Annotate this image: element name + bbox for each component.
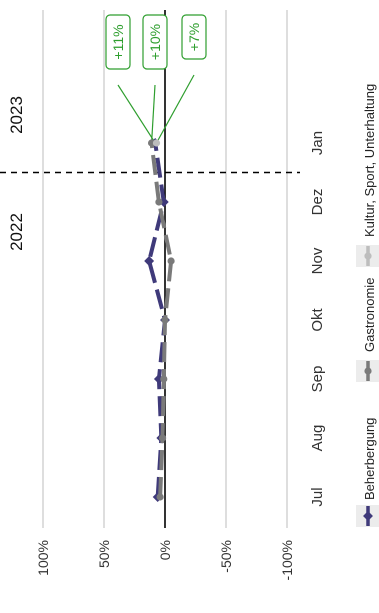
category-label: Dez <box>309 189 326 216</box>
category-label: Aug <box>309 425 326 452</box>
category-label: Okt <box>309 308 326 332</box>
annotations: +11% +10% +7% <box>105 14 207 70</box>
legend-key-marker <box>364 367 372 375</box>
data-point <box>156 493 164 501</box>
category-label: Jul <box>309 487 326 506</box>
grid-lines <box>42 10 288 528</box>
annotation-label: +10% <box>147 24 163 60</box>
legend-key-marker <box>364 252 372 260</box>
category-label: Nov <box>309 247 326 274</box>
data-point <box>160 375 168 383</box>
annotation-connector <box>155 74 195 144</box>
data-point <box>155 198 163 206</box>
annotation-label: +11% <box>110 24 126 59</box>
y-tick-label: 100% <box>35 540 51 576</box>
annotation-connector <box>117 84 156 144</box>
data-point <box>158 434 167 442</box>
legend-label: Gastronomie <box>362 278 377 352</box>
annotation-connector <box>150 84 156 144</box>
legend-label: Kultur, Sport, Unterhaltung <box>362 84 377 237</box>
legend-label: Beherbergung <box>362 418 377 500</box>
annotation-box <box>142 14 168 70</box>
y-tick-label: 0% <box>157 540 173 560</box>
series-group <box>144 138 175 502</box>
y-tick-label: 50% <box>96 540 112 568</box>
annotation-box <box>181 14 207 60</box>
year-label-2022: 2022 <box>7 213 26 251</box>
annotation-label: +7% <box>186 23 202 51</box>
data-point <box>152 139 161 147</box>
year-label-2023: 2023 <box>7 96 26 134</box>
year-labels: 2022 2023 <box>7 96 26 251</box>
category-label: Jan <box>309 131 326 155</box>
data-point <box>167 257 175 265</box>
category-labels: Jul Aug Sep Okt Nov Dez Jan <box>309 131 326 507</box>
legend-key-marker <box>363 511 373 521</box>
legend: Beherbergung Gastronomie Kultur, Sport, Un… <box>356 84 379 527</box>
category-label: Sep <box>309 366 326 393</box>
annotation-box <box>105 14 131 70</box>
annotation-connectors <box>117 74 195 144</box>
y-tick-label: -100% <box>279 540 295 580</box>
y-tick-labels: 100% 50% 0% -50% -100% <box>35 540 295 580</box>
data-point <box>144 256 155 266</box>
data-point <box>161 316 169 324</box>
y-tick-label: -50% <box>218 540 234 573</box>
